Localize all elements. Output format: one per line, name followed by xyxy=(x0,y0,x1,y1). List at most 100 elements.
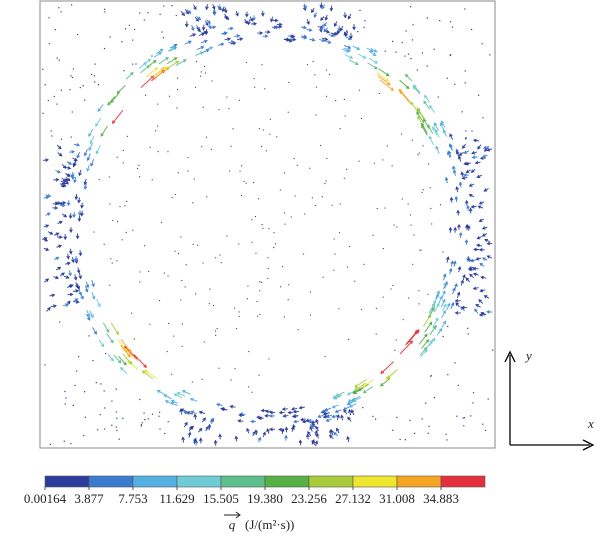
flux-dot xyxy=(157,125,159,127)
flux-dot xyxy=(133,28,136,31)
flux-arrow xyxy=(486,255,493,259)
flux-dot xyxy=(166,351,168,353)
flux-arrow xyxy=(56,235,63,239)
flux-arrow xyxy=(63,178,70,183)
flux-arrow xyxy=(453,226,457,233)
flux-arrow xyxy=(454,195,459,202)
flux-dot xyxy=(128,24,130,26)
flux-dot xyxy=(439,204,441,206)
flux-dot xyxy=(181,323,183,325)
flux-arrow xyxy=(321,409,328,413)
flux-arrow xyxy=(300,25,308,30)
flux-dot xyxy=(433,397,435,399)
flux-dot xyxy=(384,207,386,209)
flux-arrow xyxy=(307,431,312,437)
flux-arrow xyxy=(96,298,101,308)
flux-arrow xyxy=(221,31,228,35)
flux-dot xyxy=(203,341,205,343)
flux-arrow xyxy=(346,389,357,396)
flux-arrow xyxy=(344,31,349,37)
flux-arrow xyxy=(262,34,269,38)
flux-dot xyxy=(125,231,127,233)
flux-dot xyxy=(131,312,133,314)
flux-arrow xyxy=(343,12,347,19)
flux-dot xyxy=(430,375,432,377)
flux-arrow xyxy=(237,37,244,41)
flux-dot xyxy=(421,191,423,193)
flux-arrow xyxy=(186,9,192,14)
flux-arrow xyxy=(470,204,477,209)
flux-dot xyxy=(429,187,431,189)
flux-dot xyxy=(92,360,94,362)
flux-arrow xyxy=(83,178,88,186)
flux-dot xyxy=(177,77,179,79)
flux-dot xyxy=(185,264,187,266)
colorbar: 0.00164 3.877 7.753 11.629 15.505 19.380 23.25… xyxy=(24,475,486,506)
flux-dot xyxy=(151,55,153,57)
flux-arrow xyxy=(292,423,296,430)
flux-arrow xyxy=(73,143,81,147)
flux-arrow xyxy=(349,59,359,66)
flux-arrow xyxy=(465,277,471,283)
flux-arrow xyxy=(483,147,489,152)
flux-dot xyxy=(84,391,86,393)
flux-dot xyxy=(143,412,145,414)
flux-arrow xyxy=(452,260,457,267)
flux-dot xyxy=(392,40,394,42)
flux-arrow xyxy=(45,212,51,216)
flux-arrow xyxy=(436,327,443,336)
flux-arrow xyxy=(466,255,470,262)
flux-dot xyxy=(464,70,466,72)
flux-dot xyxy=(98,178,100,180)
flux-dot xyxy=(471,130,473,132)
flux-arrow xyxy=(227,26,234,31)
flux-dot xyxy=(472,392,475,394)
flux-arrow xyxy=(465,169,471,174)
flux-dot xyxy=(187,157,189,159)
flux-arrow xyxy=(264,413,271,418)
flux-dot xyxy=(321,196,323,198)
flux-dot xyxy=(226,235,228,237)
flux-arrow xyxy=(379,378,391,387)
flux-dot xyxy=(449,54,451,57)
flux-arrow xyxy=(53,177,60,182)
flux-dot xyxy=(282,266,284,268)
flux-arrow xyxy=(190,25,195,32)
flux-dot xyxy=(382,296,384,298)
flux-arrow xyxy=(471,150,478,155)
flux-arrow xyxy=(320,24,324,31)
flux-dot xyxy=(74,384,76,386)
flux-arrow xyxy=(73,274,78,281)
flux-arrow xyxy=(429,337,436,346)
flux-dot xyxy=(257,315,259,317)
flux-dot xyxy=(210,148,212,150)
flux-dot xyxy=(320,144,322,146)
flux-arrow xyxy=(184,40,192,45)
flux-arrow xyxy=(59,272,65,277)
flux-arrow xyxy=(458,151,464,157)
flux-arrow xyxy=(421,124,428,136)
flux-arrow xyxy=(472,266,479,271)
flux-dot xyxy=(309,291,311,293)
flux-arrow xyxy=(86,164,90,172)
flux-arrow xyxy=(69,248,73,255)
flux-arrow xyxy=(53,232,60,236)
flux-arrow xyxy=(245,11,249,18)
flux-dot xyxy=(392,429,394,431)
flux-arrow xyxy=(484,238,490,243)
flux-dot xyxy=(364,20,366,22)
flux-arrow xyxy=(464,162,471,166)
flux-dot xyxy=(139,398,141,401)
flux-dot xyxy=(97,84,99,86)
flux-arrow xyxy=(450,260,454,267)
flux-dot xyxy=(334,253,336,255)
flux-arrow xyxy=(102,322,110,333)
flux-dot xyxy=(181,279,183,281)
flux-arrow xyxy=(73,289,80,293)
flux-dot xyxy=(84,99,86,101)
flux-arrow xyxy=(319,2,324,9)
flux-arrow xyxy=(301,35,308,40)
flux-arrow xyxy=(477,144,482,150)
flux-arrow xyxy=(357,53,367,59)
flux-arrow xyxy=(458,181,463,188)
